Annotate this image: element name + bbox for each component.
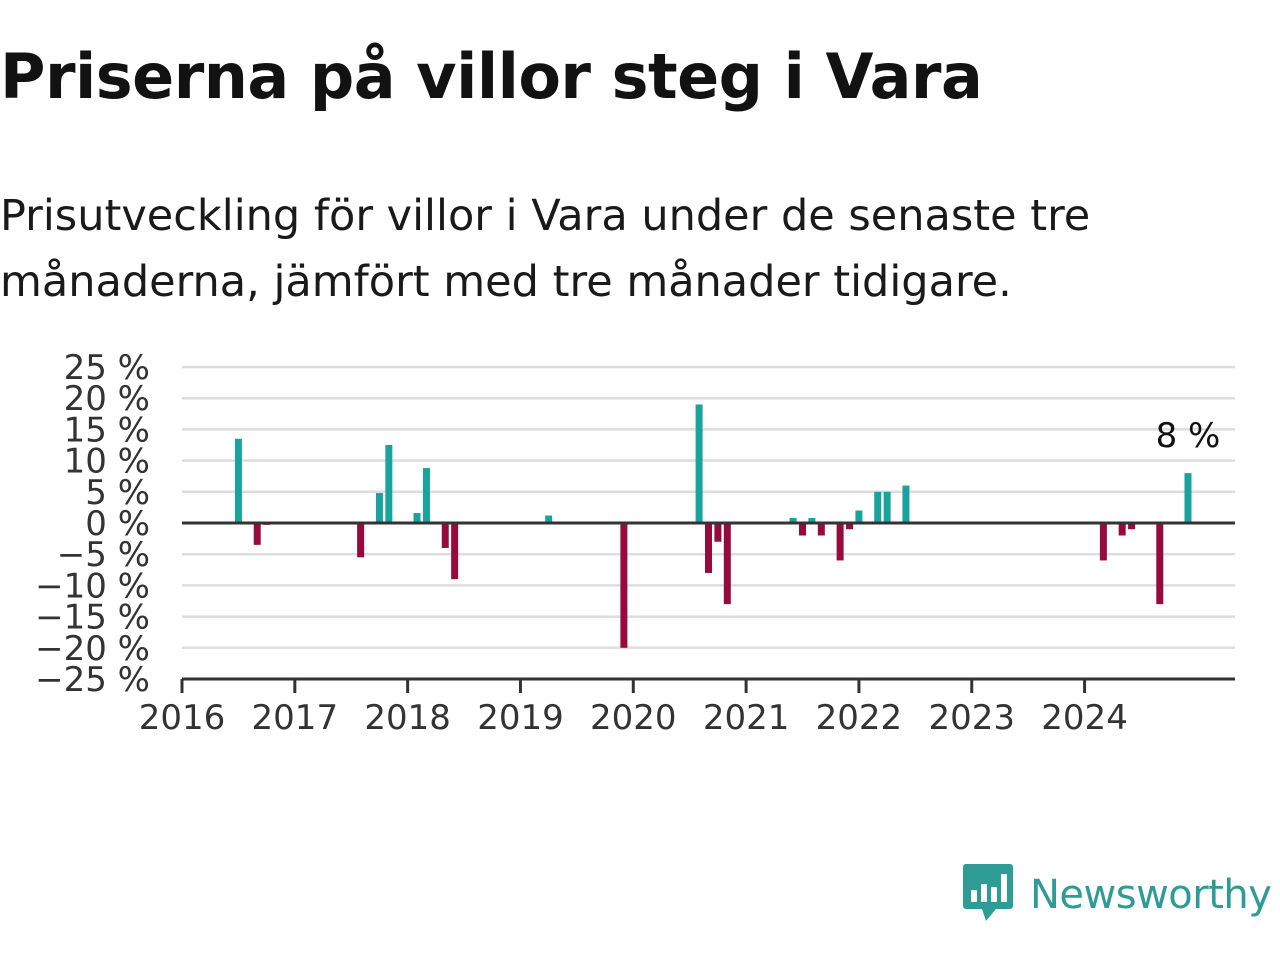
bar-positive [234,438,242,523]
bar-positive [385,445,393,523]
bar-negative [451,523,459,580]
bar-positive [413,513,421,523]
bar-positive [789,518,797,523]
y-tick-label: 25 % [64,348,150,388]
chart-title: Priserna på villor steg i Vara [0,40,983,113]
bar-negative [1156,523,1164,605]
bar-negative [357,523,365,558]
bar-positive [808,518,816,523]
x-tick-label: 2017 [252,698,339,738]
brand-logo: Newsworthy [962,862,1272,928]
bar-positive [1184,473,1192,523]
y-tick-label: 20 % [64,379,150,419]
bar-positive [902,485,910,523]
bar-positive [883,491,891,523]
y-tick-label: −20 % [35,629,150,669]
annotation-label: 8 % [1156,416,1221,456]
y-tick-label: 5 % [85,473,150,513]
bar-negative [723,523,731,605]
bar-chart: 25 %20 %15 %10 %5 %0 %−5 %−10 %−15 %−20 … [35,348,1235,738]
tick-labels: 25 %20 %15 %10 %5 %0 %−5 %−10 %−15 %−20 … [35,348,1220,738]
bar-positive [375,493,383,523]
x-tick-label: 2018 [364,698,451,738]
bar-negative [705,523,712,573]
bar-positive [422,468,430,523]
y-tick-label: −5 % [57,535,150,575]
x-tick-label: 2020 [590,698,677,738]
bar-negative [1128,523,1136,530]
bar-negative [846,523,854,530]
bar-negative [1099,523,1107,561]
brand-name: Newsworthy [1030,872,1272,918]
y-tick-label: 0 % [85,504,150,544]
bar-negative [799,523,807,536]
bar-negative [817,523,825,536]
bar-positive [874,491,882,523]
gridlines [182,365,1235,650]
bar-negative [836,523,844,561]
bar-negative [714,523,722,542]
bar-positive [695,404,703,523]
bar-negative [620,523,628,648]
bar-positive [855,510,863,523]
bar-negative [441,523,449,548]
x-tick-label: 2016 [139,698,226,738]
bar-positive [545,515,553,523]
x-tick-label: 2024 [1041,698,1128,738]
y-tick-label: 10 % [64,442,150,482]
x-tick-label: 2021 [703,698,790,738]
y-tick-label: −25 % [35,660,150,700]
y-tick-label: −10 % [35,566,150,606]
x-tick-label: 2019 [477,698,564,738]
y-tick-label: 15 % [64,410,150,450]
bars [234,404,1192,648]
axes [180,521,1235,693]
y-tick-label: −15 % [35,598,150,638]
bar-negative [1118,523,1126,536]
bar-negative [253,523,261,545]
x-tick-label: 2022 [816,698,903,738]
x-tick-label: 2023 [928,698,1015,738]
chart-subtitle: Prisutveckling för villor i Vara under d… [0,191,1091,307]
newsworthy-logo-icon [962,862,1014,928]
